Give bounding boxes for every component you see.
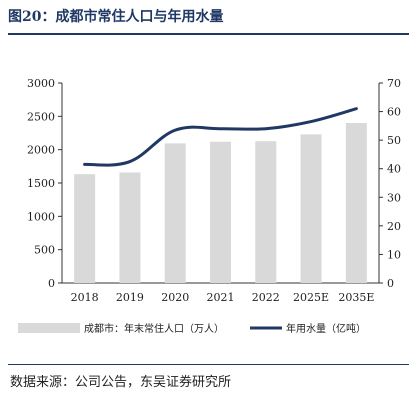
x-tick-label: 2021 — [207, 291, 235, 304]
legend-bar-label: 成都市：年末常住人口（万人） — [84, 322, 224, 335]
right-tick-label: 0 — [387, 277, 394, 290]
right-tick-label: 30 — [387, 191, 401, 204]
left-tick-label: 0 — [48, 277, 55, 290]
right-tick-label: 40 — [387, 163, 401, 176]
right-tick-label: 20 — [387, 220, 401, 233]
x-tick-label: 2022 — [252, 291, 280, 304]
bar — [300, 134, 322, 283]
legend-line-label: 年用水量（亿吨） — [286, 322, 366, 335]
right-tick-label: 50 — [387, 134, 401, 147]
x-tick-label: 2018 — [71, 291, 99, 304]
right-tick-label: 60 — [387, 106, 401, 119]
left-tick-label: 2000 — [27, 144, 55, 157]
chart: 0 500 1000 1500 2000 2500 3000 0 10 20 30 40 50 60 70 2… — [18, 77, 401, 335]
x-tick-label: 2035E — [338, 291, 374, 304]
left-tick-label: 500 — [34, 244, 55, 257]
x-tick-label: 2025E — [293, 291, 329, 304]
right-tick-label: 70 — [387, 77, 401, 90]
source-divider — [8, 364, 409, 365]
left-tick-label: 1000 — [27, 210, 55, 223]
x-tick-label: 2019 — [116, 291, 144, 304]
bar — [210, 141, 231, 283]
left-tick-label: 2500 — [27, 110, 55, 123]
left-tick-label: 1500 — [27, 177, 55, 190]
x-tick-label: 2020 — [161, 291, 189, 304]
bar — [255, 141, 277, 283]
bar — [74, 174, 96, 283]
left-tick-label: 3000 — [27, 77, 55, 90]
bar — [164, 143, 186, 283]
water-usage-line — [83, 107, 358, 167]
figure-title: 图20：成都市常住人口与年用水量 — [8, 9, 224, 25]
bar — [119, 172, 141, 283]
title-divider — [8, 33, 409, 35]
source-note: 数据来源：公司公告，东吴证券研究所 — [10, 375, 232, 390]
bar — [345, 123, 367, 283]
right-tick-label: 10 — [387, 248, 401, 261]
legend-bar-swatch — [18, 323, 80, 333]
